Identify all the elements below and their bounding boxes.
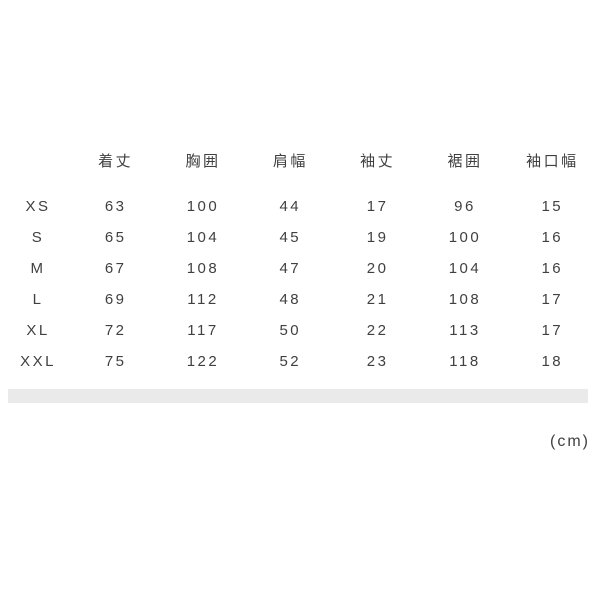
table-row-m: M 67 108 47 20 104 16 — [4, 253, 596, 284]
cell: 72 — [104, 322, 127, 339]
cell: 44 — [279, 198, 302, 215]
size-label: M — [30, 260, 46, 277]
cell: 45 — [279, 229, 302, 246]
divider-bar — [8, 389, 588, 403]
column-header-hem: 裾囲 — [447, 152, 483, 170]
cell: 17 — [366, 198, 389, 215]
table-row-l: L 69 112 48 21 108 17 — [4, 284, 596, 315]
cell: 15 — [541, 198, 564, 215]
cell: 118 — [449, 353, 481, 370]
cell: 63 — [104, 198, 127, 215]
cell: 16 — [541, 229, 564, 246]
size-chart-table: 着丈 胸囲 肩幅 袖丈 裾囲 袖口幅 XS 63 100 44 17 96 15… — [4, 145, 596, 377]
cell: 104 — [186, 229, 220, 246]
size-label: S — [31, 229, 45, 246]
cell: 23 — [366, 353, 389, 370]
cell: 52 — [279, 353, 302, 370]
table-row-s: S 65 104 45 19 100 16 — [4, 222, 596, 253]
cell: 47 — [279, 260, 302, 277]
cell: 69 — [104, 291, 127, 308]
cell: 122 — [186, 353, 220, 370]
size-label: XS — [25, 198, 51, 215]
cell: 22 — [366, 322, 389, 339]
cell: 16 — [541, 260, 564, 277]
table-row-xxl: XXL 75 122 52 23 118 18 — [4, 346, 596, 377]
header-row: 着丈 胸囲 肩幅 袖丈 裾囲 袖口幅 — [4, 145, 596, 191]
cell: 19 — [366, 229, 389, 246]
column-header-shoulder: 肩幅 — [272, 152, 308, 170]
cell: 113 — [449, 322, 481, 339]
cell: 117 — [187, 322, 219, 339]
column-header-chest: 胸囲 — [185, 152, 221, 170]
cell: 20 — [366, 260, 389, 277]
cell: 21 — [366, 291, 389, 308]
column-header-body-length: 着丈 — [98, 152, 134, 170]
cell: 112 — [187, 291, 219, 308]
cell: 17 — [541, 291, 564, 308]
cell: 104 — [448, 260, 482, 277]
size-label: L — [32, 291, 44, 308]
cell: 50 — [279, 322, 302, 339]
header-size-placeholder — [4, 145, 72, 191]
column-header-cuff-width: 袖口幅 — [526, 152, 579, 170]
column-header-sleeve-length: 袖丈 — [360, 152, 396, 170]
size-label: XXL — [20, 353, 56, 370]
cell: 18 — [541, 353, 564, 370]
unit-label: (cm) — [550, 433, 590, 450]
cell: 108 — [448, 291, 482, 308]
cell: 100 — [448, 229, 482, 246]
size-label: XL — [26, 322, 50, 339]
cell: 48 — [279, 291, 302, 308]
cell: 67 — [104, 260, 127, 277]
cell: 108 — [186, 260, 220, 277]
cell: 17 — [541, 322, 564, 339]
cell: 100 — [186, 198, 220, 215]
cell: 65 — [104, 229, 127, 246]
table-row-xs: XS 63 100 44 17 96 15 — [4, 191, 596, 222]
table-row-xl: XL 72 117 50 22 113 17 — [4, 315, 596, 346]
cell: 75 — [104, 353, 127, 370]
cell: 96 — [454, 198, 476, 215]
